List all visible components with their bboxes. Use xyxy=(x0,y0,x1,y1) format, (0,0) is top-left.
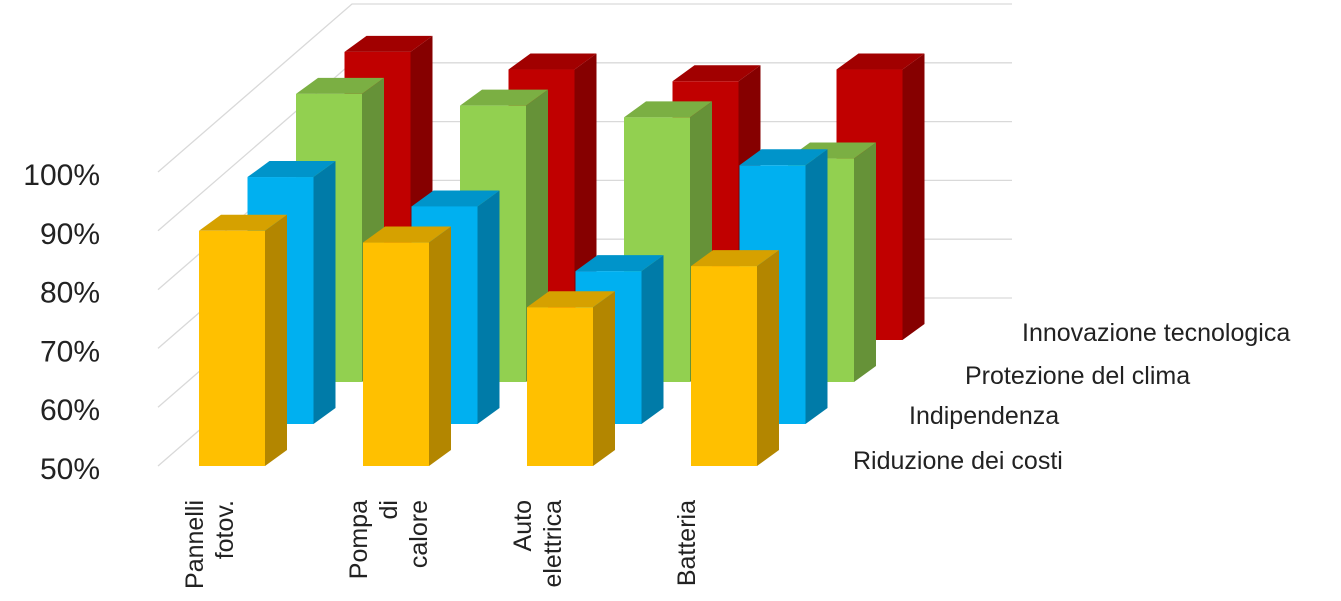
bar-top xyxy=(460,89,548,106)
y-tick-label: 60% xyxy=(40,394,100,427)
bar-top xyxy=(411,190,500,207)
gridline xyxy=(157,3,1012,173)
category-label: elettrica xyxy=(539,500,567,588)
category-label: calore xyxy=(405,500,433,568)
bar-top xyxy=(199,214,287,231)
chart-bars xyxy=(199,35,925,466)
bar-top xyxy=(247,161,336,178)
bar-side xyxy=(805,149,828,424)
series-label: Innovazione tecnologica xyxy=(1022,319,1290,347)
category-label: Batteria xyxy=(673,500,701,586)
bar-side xyxy=(477,190,500,424)
bar-top xyxy=(508,53,597,70)
category-label: Auto xyxy=(509,500,537,551)
bar xyxy=(527,291,615,466)
y-tick-label: 100% xyxy=(23,159,100,192)
bar-front xyxy=(199,230,265,466)
category-label: Pannelli xyxy=(181,500,209,589)
bar-top xyxy=(739,149,828,166)
bar-side xyxy=(265,214,287,466)
category-label: Pompa xyxy=(345,500,373,579)
series-label: Protezione del clima xyxy=(965,362,1190,390)
bar-front xyxy=(691,266,757,466)
category-label: di xyxy=(375,500,403,519)
bar-front xyxy=(363,242,429,466)
bar-top xyxy=(344,35,433,52)
bar-top xyxy=(672,65,761,82)
bar-side xyxy=(641,255,664,424)
bar-top xyxy=(624,101,712,118)
category-label: fotov. xyxy=(211,500,239,559)
bar-top xyxy=(691,250,779,267)
bar-side xyxy=(902,53,925,341)
bar-top xyxy=(296,77,384,94)
bar-top xyxy=(363,226,451,243)
series-label: Riduzione dei costi xyxy=(853,447,1063,475)
y-tick-label: 80% xyxy=(40,277,100,310)
series-label: Indipendenza xyxy=(909,402,1059,430)
bar-side xyxy=(313,161,336,425)
bar-side xyxy=(757,250,779,466)
bar-top xyxy=(527,291,615,308)
bar xyxy=(199,214,287,466)
bar-top xyxy=(836,53,925,70)
y-tick-label: 50% xyxy=(40,453,100,486)
bar-side xyxy=(854,142,876,382)
y-tick-label: 90% xyxy=(40,218,100,251)
bar-side xyxy=(593,291,615,466)
bar xyxy=(691,250,779,466)
bar xyxy=(363,226,451,466)
bar-front xyxy=(527,307,593,466)
bar-side xyxy=(429,226,451,466)
bar-top xyxy=(575,255,664,272)
chart-labels: 50% 60% 70% 80% 90% 100% Riduzione dei costi In… xyxy=(23,159,1290,589)
y-tick-label: 70% xyxy=(40,335,100,368)
